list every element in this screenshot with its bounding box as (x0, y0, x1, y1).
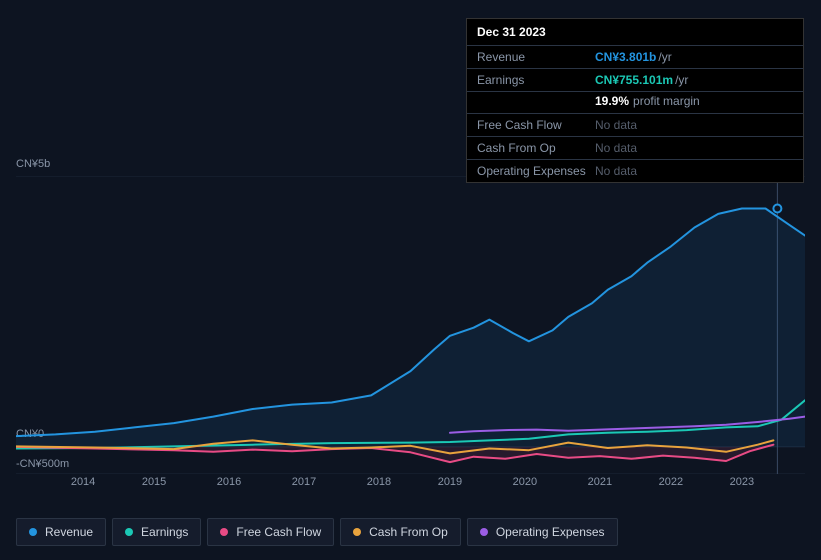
legend-item[interactable]: Cash From Op (340, 518, 461, 546)
tooltip-label: Earnings (477, 73, 595, 87)
x-axis-label: 2016 (217, 476, 241, 488)
tooltip-label: Revenue (477, 50, 595, 64)
tooltip-value: CN¥3.801b/yr (595, 50, 793, 64)
legend-label: Earnings (141, 525, 188, 539)
legend-item[interactable]: Free Cash Flow (207, 518, 334, 546)
legend-dot-icon (125, 528, 133, 536)
x-axis-label: 2020 (513, 476, 537, 488)
x-axis-label: 2014 (71, 476, 95, 488)
legend-dot-icon (353, 528, 361, 536)
legend-item[interactable]: Operating Expenses (467, 518, 618, 546)
legend-item[interactable]: Earnings (112, 518, 201, 546)
tooltip-value: No data (595, 141, 793, 155)
legend-label: Cash From Op (369, 525, 448, 539)
legend-dot-icon (220, 528, 228, 536)
x-axis-label: 2023 (730, 476, 754, 488)
legend-dot-icon (480, 528, 488, 536)
chart-legend: Revenue Earnings Free Cash Flow Cash From O… (16, 518, 618, 546)
legend-item[interactable]: Revenue (16, 518, 106, 546)
tooltip-subrow: 19.9%profit margin (467, 92, 803, 114)
x-axis-label: 2021 (588, 476, 612, 488)
legend-label: Revenue (45, 525, 93, 539)
tooltip-label: Free Cash Flow (477, 118, 595, 132)
legend-label: Operating Expenses (496, 525, 605, 539)
y-axis-label: CN¥5b (16, 158, 50, 170)
legend-dot-icon (29, 528, 37, 536)
legend-label: Free Cash Flow (236, 525, 321, 539)
tooltip-label: Cash From Op (477, 141, 595, 155)
tooltip-value: No data (595, 118, 793, 132)
chart-plot[interactable] (16, 176, 805, 474)
tooltip-value: No data (595, 164, 793, 178)
tooltip-row: Free Cash FlowNo data (467, 114, 803, 137)
x-axis-label: 2022 (659, 476, 683, 488)
x-axis: 2014 2015 2016 2017 2018 2019 2020 2021 2022 2023 (16, 476, 805, 496)
tooltip-row: EarningsCN¥755.101m/yr (467, 69, 803, 92)
tooltip-row: Cash From OpNo data (467, 137, 803, 160)
earnings-chart: CN¥5bCN¥0-CN¥500m 2014201520162017201820… (16, 158, 805, 498)
x-axis-label: 2018 (367, 476, 391, 488)
tooltip-row: Operating ExpensesNo data (467, 160, 803, 182)
tooltip-label: Operating Expenses (477, 164, 595, 178)
chart-tooltip: Dec 31 2023 RevenueCN¥3.801b/yrEarningsC… (466, 18, 804, 183)
tooltip-date: Dec 31 2023 (467, 19, 803, 46)
marker-dot (773, 205, 781, 213)
x-axis-label: 2019 (438, 476, 462, 488)
x-axis-label: 2017 (292, 476, 316, 488)
tooltip-row: RevenueCN¥3.801b/yr (467, 46, 803, 69)
tooltip-value: CN¥755.101m/yr (595, 73, 793, 87)
x-axis-label: 2015 (142, 476, 166, 488)
